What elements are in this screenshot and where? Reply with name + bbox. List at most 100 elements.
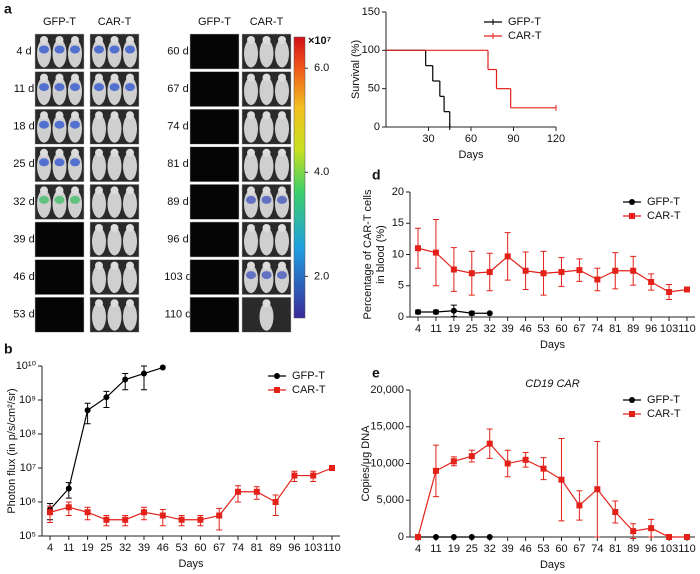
mouse	[123, 189, 137, 218]
day-label: 103 d	[164, 271, 192, 283]
x-axis-title: Days	[178, 558, 204, 570]
legend-marker	[629, 411, 635, 417]
panel-label: a	[4, 1, 12, 17]
x-tick-label: 39	[138, 542, 150, 554]
day-label: 60 d	[167, 45, 188, 57]
mouse-head	[110, 73, 119, 82]
mouse-head	[95, 224, 103, 232]
mouse	[275, 114, 289, 143]
mouse-head	[262, 299, 271, 308]
mouse-head	[278, 224, 286, 232]
mouse-head	[95, 36, 103, 44]
mouse-head	[278, 261, 286, 270]
mouse-head	[126, 111, 134, 120]
mouse-head	[262, 73, 271, 82]
mouse-head	[55, 148, 64, 157]
marker	[666, 289, 673, 295]
mouse-head	[278, 36, 286, 44]
x-tick-label: 25	[466, 323, 478, 335]
x-tick-label: 96	[288, 542, 300, 554]
y-tick-label: 15	[392, 217, 404, 229]
day-label: 89 d	[167, 196, 188, 208]
image-background	[189, 146, 240, 183]
mouse-head	[95, 186, 103, 195]
marker	[648, 279, 655, 285]
mouse-head	[247, 186, 255, 195]
x-tick-label: 53	[175, 542, 187, 554]
mouse-head	[247, 148, 255, 157]
x-tick-label: 110	[323, 542, 341, 554]
x-tick-label: 19	[448, 543, 460, 555]
mouse-head	[71, 73, 79, 82]
x-tick-label: 39	[502, 323, 514, 335]
day-label: 67 d	[167, 83, 188, 95]
mouse-head	[55, 73, 64, 82]
marker	[468, 534, 475, 540]
error-bar	[141, 365, 147, 391]
signal	[54, 120, 65, 129]
image-cell	[241, 146, 292, 183]
x-tick-label: 74	[591, 543, 603, 555]
x-tick-label: 81	[609, 323, 621, 335]
marker	[522, 456, 529, 463]
mouse-head	[262, 186, 271, 195]
x-axis-title: Days	[540, 339, 566, 351]
error-bar	[216, 507, 223, 531]
y-tick-label: 50	[368, 83, 380, 95]
image-cell	[89, 259, 140, 295]
signal	[54, 45, 65, 54]
image-cell	[189, 259, 240, 295]
x-tick-label: 53	[537, 323, 549, 335]
marker	[684, 286, 690, 293]
mouse-head	[71, 186, 79, 195]
marker	[415, 309, 421, 315]
marker	[666, 534, 673, 540]
mouse	[107, 227, 122, 256]
marker	[235, 488, 241, 495]
image-cell	[34, 296, 85, 333]
mouse-head	[278, 73, 286, 82]
marker	[450, 534, 457, 540]
signal	[39, 83, 49, 92]
marker	[468, 270, 475, 277]
x-tick-label: 32	[484, 323, 496, 335]
marker	[648, 525, 655, 532]
mouse-head	[262, 148, 271, 157]
mouse-head	[110, 261, 119, 270]
image-cell	[34, 146, 85, 183]
mouse	[107, 265, 122, 294]
image-cell	[34, 221, 85, 258]
legend-label: CAR-T	[647, 408, 681, 420]
mouse-head	[262, 224, 271, 232]
mouse-head	[55, 111, 64, 120]
x-tick-label: 89	[627, 323, 639, 335]
mouse-head	[126, 186, 134, 195]
marker	[84, 509, 91, 516]
day-label: 32 d	[13, 196, 34, 208]
marker	[122, 516, 129, 523]
image-cell	[189, 33, 240, 70]
x-tick-label: 32	[484, 543, 496, 555]
y-tick-label: 20,000	[370, 384, 404, 396]
x-tick-label: 103	[660, 323, 678, 335]
column-header: CAR-T	[250, 16, 284, 28]
x-tick-label: 74	[232, 542, 244, 554]
mouse	[275, 39, 289, 68]
mouse	[123, 302, 137, 331]
marker	[450, 458, 457, 465]
mouse-head	[110, 299, 119, 308]
signal	[39, 195, 49, 204]
image-background	[189, 221, 240, 258]
marker	[84, 407, 91, 414]
x-tick-label: 81	[609, 543, 621, 555]
panel-label: d	[372, 167, 381, 183]
image-cell	[34, 108, 85, 145]
mouse-head	[278, 111, 286, 120]
mouse-head	[40, 148, 48, 157]
image-cell	[189, 296, 240, 333]
image-cell	[241, 33, 292, 70]
series-line	[417, 247, 688, 293]
signal	[94, 45, 104, 54]
legend-marker	[629, 397, 635, 403]
